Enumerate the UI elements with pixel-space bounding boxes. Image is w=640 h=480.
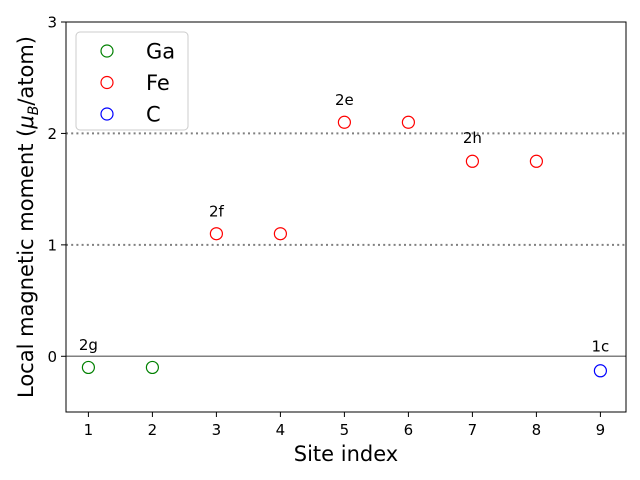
y-tick-label: 0 bbox=[47, 348, 57, 366]
legend-label-ga: Ga bbox=[146, 40, 175, 64]
x-tick-label: 4 bbox=[276, 421, 286, 439]
site-label: 2h bbox=[463, 129, 482, 147]
site-label: 1c bbox=[592, 337, 610, 355]
x-tick-label: 1 bbox=[84, 421, 94, 439]
x-tick-label: 9 bbox=[596, 421, 606, 439]
legend-label-c: C bbox=[146, 103, 161, 127]
y-axis-label-mu: μ bbox=[14, 115, 38, 129]
legend-label-fe: Fe bbox=[146, 71, 170, 95]
x-tick-label: 5 bbox=[340, 421, 350, 439]
data-point-fe bbox=[209, 227, 223, 241]
x-axis-label: Site index bbox=[294, 442, 398, 466]
data-point-fe bbox=[529, 154, 544, 168]
y-tick-label: 1 bbox=[47, 236, 57, 254]
data-point-c bbox=[593, 364, 608, 378]
y-axis-label-subscript: B bbox=[26, 106, 42, 116]
site-label: 2f bbox=[209, 202, 225, 220]
reference-lines bbox=[66, 132, 626, 358]
data-point-fe bbox=[337, 115, 351, 129]
x-axis-ticks: 1 2 3 4 5 6 7 8 9 bbox=[84, 412, 606, 439]
x-tick-label: 3 bbox=[212, 421, 222, 439]
data-point-fe bbox=[401, 115, 415, 129]
site-label: 2e bbox=[335, 91, 354, 109]
y-axis-label-prefix: Local magnetic moment ( bbox=[14, 129, 38, 398]
data-point-fe bbox=[465, 154, 479, 168]
legend: Ga Fe C bbox=[75, 31, 189, 131]
y-axis-label-suffix: /atom) bbox=[14, 36, 38, 106]
site-label: 2g bbox=[79, 336, 98, 354]
y-tick-label: 3 bbox=[47, 14, 57, 32]
legend-marker-ga bbox=[100, 44, 114, 58]
data-point-ga bbox=[81, 360, 96, 375]
x-tick-label: 7 bbox=[468, 421, 478, 439]
y-axis-label: Local magnetic moment (μB/atom) bbox=[14, 36, 42, 398]
data-point-ga bbox=[145, 360, 159, 375]
x-tick-label: 6 bbox=[404, 421, 414, 439]
y-tick-label: 2 bbox=[47, 125, 57, 143]
site-annotations: 2g 2f 2e 2h 1c bbox=[79, 91, 609, 355]
x-tick-label: 2 bbox=[148, 421, 158, 439]
data-point-fe bbox=[273, 227, 287, 241]
plot-frame bbox=[65, 21, 627, 413]
data-markers bbox=[81, 115, 608, 378]
x-tick-label: 8 bbox=[532, 421, 542, 439]
legend-marker-c bbox=[100, 107, 114, 121]
y-axis-ticks: 0 1 2 3 bbox=[47, 14, 66, 366]
legend-marker-fe bbox=[100, 75, 114, 90]
